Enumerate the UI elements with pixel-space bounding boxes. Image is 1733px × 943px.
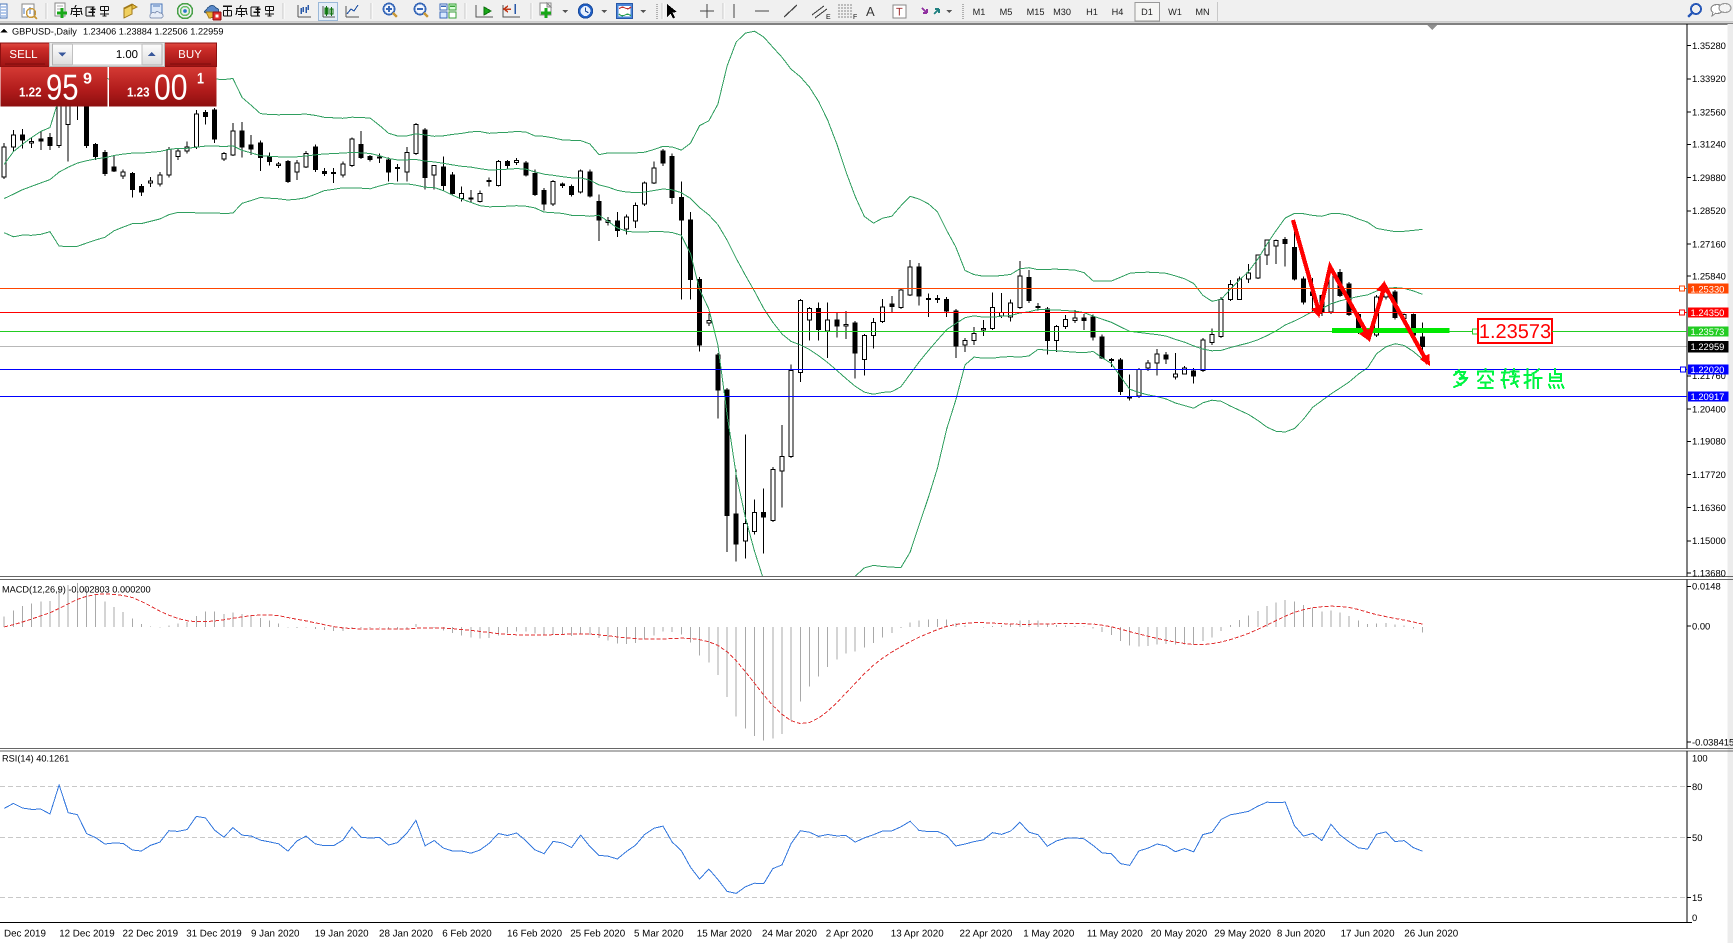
svg-text:1.22: 1.22: [19, 85, 42, 100]
svg-text:M1: M1: [973, 7, 986, 17]
svg-text:15 Mar 2020: 15 Mar 2020: [697, 929, 753, 940]
svg-text:1: 1: [197, 71, 204, 88]
svg-text:H1: H1: [1086, 7, 1098, 17]
svg-text:12 Dec 2019: 12 Dec 2019: [59, 929, 115, 940]
svg-text:GBPUSD-,Daily: GBPUSD-,Daily: [12, 26, 77, 36]
svg-text:28 Jan 2020: 28 Jan 2020: [379, 929, 433, 940]
svg-text:1.32560: 1.32560: [1692, 106, 1726, 117]
svg-text:29 May 2020: 29 May 2020: [1214, 929, 1271, 940]
svg-text:22 Apr 2020: 22 Apr 2020: [960, 929, 1013, 940]
svg-text:1.25330: 1.25330: [1691, 283, 1725, 294]
svg-text:E: E: [826, 14, 831, 21]
svg-text:1.29880: 1.29880: [1692, 172, 1726, 183]
svg-text:1.31240: 1.31240: [1692, 139, 1726, 150]
svg-text:100: 100: [1692, 753, 1708, 764]
svg-text:6 Feb 2020: 6 Feb 2020: [442, 929, 492, 940]
svg-text:1.20400: 1.20400: [1692, 403, 1726, 414]
svg-text:13 Apr 2020: 13 Apr 2020: [891, 929, 944, 940]
svg-text:A: A: [866, 4, 875, 19]
svg-text:1.00: 1.00: [116, 49, 138, 61]
svg-text:BUY: BUY: [178, 49, 202, 61]
svg-text:1.16360: 1.16360: [1692, 502, 1726, 513]
svg-text:00: 00: [154, 67, 188, 108]
svg-text:1.25840: 1.25840: [1692, 271, 1726, 282]
svg-text:-0.038415: -0.038415: [1692, 736, 1733, 747]
svg-text:31 Dec 2019: 31 Dec 2019: [186, 929, 242, 940]
svg-text:0.00: 0.00: [1692, 620, 1710, 631]
svg-text:M30: M30: [1053, 7, 1071, 17]
svg-text:W1: W1: [1168, 7, 1182, 17]
svg-text:80: 80: [1692, 781, 1702, 792]
svg-text:2 Apr 2020: 2 Apr 2020: [826, 929, 874, 940]
svg-text:H4: H4: [1112, 7, 1124, 17]
svg-text:8 Jun 2020: 8 Jun 2020: [1277, 929, 1326, 940]
svg-text:1.23406 1.23884 1.22506 1.2295: 1.23406 1.23884 1.22506 1.22959: [83, 26, 224, 36]
svg-text:1.23: 1.23: [127, 85, 150, 100]
svg-text:1.21760: 1.21760: [1692, 370, 1726, 381]
svg-text:1.22959: 1.22959: [1691, 341, 1725, 352]
svg-text:1.35280: 1.35280: [1692, 40, 1726, 51]
svg-text:1.24350: 1.24350: [1691, 307, 1725, 318]
svg-text:11 May 2020: 11 May 2020: [1087, 929, 1143, 940]
svg-text:15: 15: [1692, 892, 1702, 903]
svg-text:95: 95: [46, 67, 79, 108]
svg-text:F: F: [853, 14, 857, 21]
svg-text:MN: MN: [1195, 7, 1209, 17]
svg-text:M5: M5: [1000, 7, 1013, 17]
svg-text:1.27160: 1.27160: [1692, 238, 1726, 249]
svg-text:1.20917: 1.20917: [1691, 391, 1725, 402]
svg-text:MACD(12,26,9) -0.002803 0.0002: MACD(12,26,9) -0.002803 0.000200: [2, 585, 151, 595]
svg-text:0.0148: 0.0148: [1692, 581, 1721, 592]
svg-text:1.28520: 1.28520: [1692, 205, 1726, 216]
svg-text:1.23573: 1.23573: [1691, 326, 1725, 337]
svg-text:1.33920: 1.33920: [1692, 73, 1726, 84]
svg-text:20 May 2020: 20 May 2020: [1151, 929, 1208, 940]
svg-text:Dec 2019: Dec 2019: [4, 929, 46, 940]
svg-text:25 Feb 2020: 25 Feb 2020: [570, 929, 626, 940]
svg-text:50: 50: [1692, 832, 1702, 843]
svg-text:22 Dec 2019: 22 Dec 2019: [123, 929, 179, 940]
svg-text:T: T: [896, 7, 903, 19]
svg-text:26 Jun 2020: 26 Jun 2020: [1404, 929, 1458, 940]
svg-text:1 May 2020: 1 May 2020: [1023, 929, 1075, 940]
svg-text:SELL: SELL: [9, 49, 38, 61]
svg-text:0: 0: [1692, 912, 1697, 923]
svg-text:D1: D1: [1141, 7, 1153, 17]
svg-text:1.22020: 1.22020: [1691, 364, 1725, 375]
svg-text:1.19080: 1.19080: [1692, 436, 1726, 447]
svg-text:24 Mar 2020: 24 Mar 2020: [762, 929, 818, 940]
svg-text:1.23573: 1.23573: [1479, 321, 1551, 343]
svg-text:1.15000: 1.15000: [1692, 535, 1726, 546]
svg-text:17 Jun 2020: 17 Jun 2020: [1341, 929, 1395, 940]
svg-text:16 Feb 2020: 16 Feb 2020: [507, 929, 563, 940]
svg-text:5 Mar 2020: 5 Mar 2020: [634, 929, 684, 940]
svg-text:19 Jan 2020: 19 Jan 2020: [315, 929, 369, 940]
svg-text:9 Jan 2020: 9 Jan 2020: [251, 929, 300, 940]
svg-text:RSI(14) 40.1261: RSI(14) 40.1261: [2, 754, 69, 764]
svg-text:M15: M15: [1027, 7, 1045, 17]
svg-text:1.13680: 1.13680: [1692, 568, 1726, 579]
svg-text:9: 9: [83, 71, 92, 88]
svg-text:1.17720: 1.17720: [1692, 469, 1726, 480]
